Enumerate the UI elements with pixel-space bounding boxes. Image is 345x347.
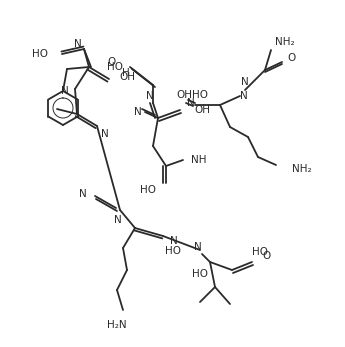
Text: H: H <box>122 68 130 78</box>
Text: N: N <box>74 39 82 49</box>
Text: HO: HO <box>32 49 48 59</box>
Text: O: O <box>262 251 270 261</box>
Text: N: N <box>187 98 195 108</box>
Text: N: N <box>194 242 202 252</box>
Text: N: N <box>114 215 122 225</box>
Text: N: N <box>241 77 249 87</box>
Text: HO: HO <box>140 185 156 195</box>
Text: N: N <box>134 107 142 117</box>
Text: O: O <box>108 57 116 67</box>
Text: O: O <box>287 53 295 63</box>
Text: HO: HO <box>165 246 181 256</box>
Text: N: N <box>170 236 178 246</box>
Text: H₂N: H₂N <box>107 320 127 330</box>
Text: OH: OH <box>194 105 210 115</box>
Text: HO: HO <box>107 62 123 72</box>
Text: N: N <box>240 91 248 101</box>
Text: NH₂: NH₂ <box>292 164 312 174</box>
Text: N: N <box>61 86 69 96</box>
Text: NH: NH <box>191 155 207 165</box>
Text: HO: HO <box>192 269 208 279</box>
Text: N: N <box>79 189 87 199</box>
Text: NH₂: NH₂ <box>275 37 295 47</box>
Text: OH: OH <box>119 72 135 82</box>
Text: OHHO: OHHO <box>176 90 208 100</box>
Text: N: N <box>101 129 109 139</box>
Text: HO: HO <box>252 247 268 257</box>
Text: N: N <box>146 91 154 101</box>
